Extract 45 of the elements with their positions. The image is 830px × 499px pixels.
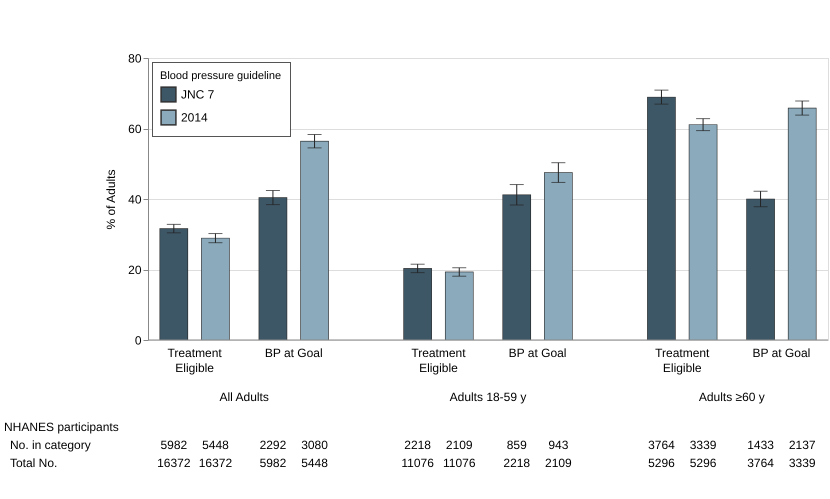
y-tick-label: 40	[128, 192, 142, 206]
y-tick-label: 20	[128, 263, 142, 277]
text: Total No.	[10, 456, 58, 470]
text: 5982	[160, 438, 188, 452]
text: 3764	[648, 438, 676, 452]
text: 5448	[301, 456, 328, 470]
text: 2218	[503, 456, 530, 470]
text: 2292	[260, 438, 287, 452]
text: 943	[548, 438, 569, 452]
text: No. in category	[10, 438, 91, 452]
text: 2137	[788, 438, 816, 452]
text: 3764	[747, 456, 774, 470]
text: 859	[506, 438, 528, 452]
text: 2109	[446, 438, 473, 452]
text: 5982	[260, 456, 287, 470]
y-tick-label: 80	[128, 52, 142, 66]
text: 3339	[788, 456, 816, 470]
legend-label: JNC 7	[181, 88, 215, 102]
text: 11076	[401, 456, 434, 470]
x-tick-label: Treatment Eligible	[411, 346, 466, 375]
text: 5448	[202, 438, 230, 452]
y-tick-label: 60	[128, 122, 142, 136]
text: 5296	[690, 456, 717, 470]
text: 2218	[404, 438, 432, 452]
text: 16372	[157, 456, 191, 470]
x-tick-label: Treatment Eligible	[168, 346, 222, 375]
y-tick-label: 0	[134, 334, 142, 348]
text: 1433	[747, 438, 774, 452]
text: Adults ≥60 y	[698, 390, 765, 404]
text: Adults 18-59 y	[450, 390, 526, 404]
x-tick-label: BP at Goal	[752, 346, 810, 360]
text: 3339	[690, 438, 717, 452]
legend-title: Blood pressure guideline	[160, 70, 282, 82]
text: 5296	[648, 456, 676, 470]
y-axis-title: % of Adults	[104, 169, 118, 230]
x-tick-label: BP at Goal	[264, 346, 323, 360]
text: 2109	[545, 456, 572, 470]
text: All Adults	[220, 390, 269, 404]
text: 11076	[443, 456, 476, 470]
x-tick-label: Treatment Eligible	[655, 346, 710, 375]
text: 3080	[301, 438, 328, 452]
text: NHANES participants	[4, 420, 119, 434]
legend-label: 2014	[181, 110, 208, 124]
text: 16372	[198, 456, 232, 470]
x-tick-label: BP at Goal	[508, 346, 566, 360]
